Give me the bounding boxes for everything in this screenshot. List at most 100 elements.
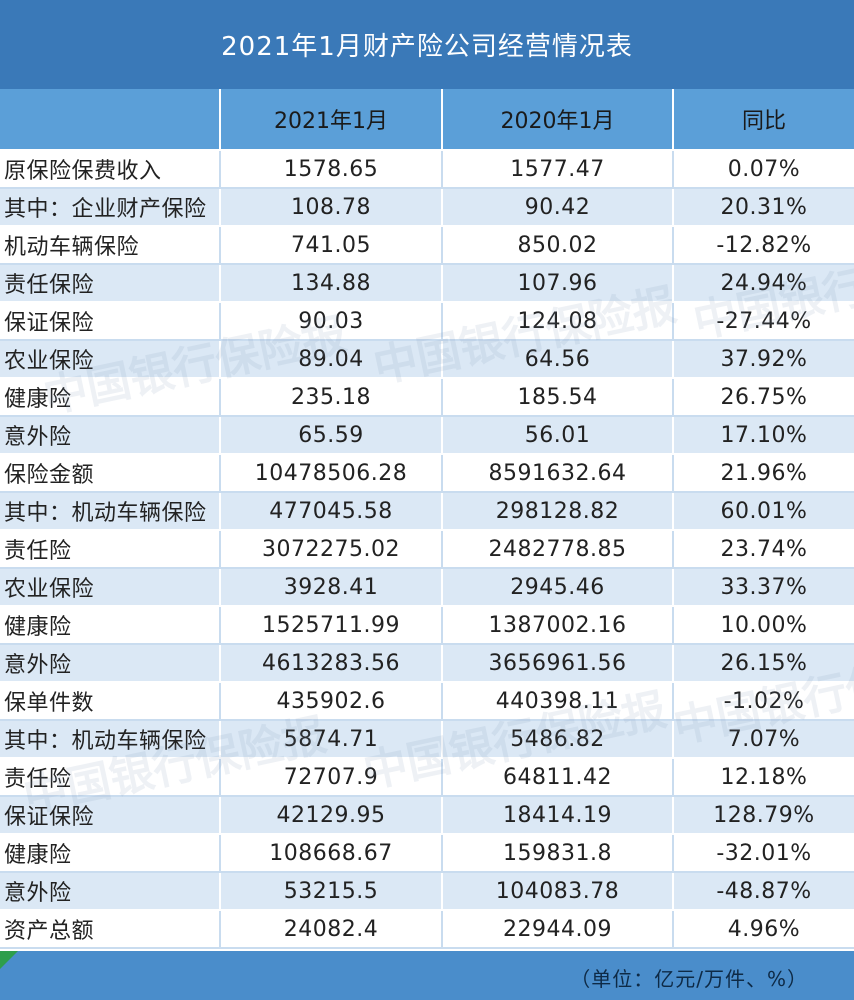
value-2021: 3072275.02: [220, 530, 443, 569]
value-yoy: 17.10%: [673, 416, 854, 455]
table-row: 农业保险 3928.41 2945.46 33.37%: [0, 568, 854, 607]
row-label: 其中：企业财产保险: [0, 188, 221, 227]
value-2021: 42129.95: [220, 796, 443, 835]
value-2021: 24082.4: [220, 910, 443, 949]
value-yoy: 26.15%: [673, 644, 854, 683]
table-body: 原保险保费收入 1578.65 1577.47 0.07% 其中：企业财产保险 108.7…: [0, 150, 854, 949]
value-2020: 2482778.85: [442, 530, 674, 569]
row-label: 保单件数: [0, 682, 221, 721]
value-2020: 850.02: [442, 226, 674, 265]
value-yoy: 7.07%: [673, 720, 854, 759]
table-row: 责任险 3072275.02 2482778.85 23.74%: [0, 530, 854, 569]
value-yoy: 0.07%: [673, 150, 854, 189]
table-row: 健康险 1525711.99 1387002.16 10.00%: [0, 606, 854, 645]
value-yoy: -32.01%: [673, 834, 854, 873]
value-2021: 89.04: [220, 340, 443, 379]
value-yoy: 24.94%: [673, 264, 854, 303]
value-2021: 53215.5: [220, 872, 443, 911]
value-2021: 3928.41: [220, 568, 443, 607]
value-2020: 104083.78: [442, 872, 674, 911]
row-label: 农业保险: [0, 568, 221, 607]
value-2021: 65.59: [220, 416, 443, 455]
value-yoy: 20.31%: [673, 188, 854, 227]
value-2021: 108668.67: [220, 834, 443, 873]
value-2021: 5874.71: [220, 720, 443, 759]
value-yoy: 33.37%: [673, 568, 854, 607]
value-2020: 64811.42: [442, 758, 674, 797]
data-table-container: 2021年1月 2020年1月 同比 原保险保费收入 1578.65 1577.47…: [0, 89, 854, 949]
value-yoy: 4.96%: [673, 910, 854, 949]
header-2020-jan: 2020年1月: [442, 89, 674, 151]
table-row: 意外险 4613283.56 3656961.56 26.15%: [0, 644, 854, 683]
value-2020: 124.08: [442, 302, 674, 341]
row-label: 保险金额: [0, 454, 221, 493]
row-label: 资产总额: [0, 910, 221, 949]
value-2021: 90.03: [220, 302, 443, 341]
header-2021-jan: 2021年1月: [220, 89, 443, 151]
table-row: 农业保险 89.04 64.56 37.92%: [0, 340, 854, 379]
value-2020: 56.01: [442, 416, 674, 455]
row-label: 健康险: [0, 378, 221, 417]
row-label: 其中：机动车辆保险: [0, 492, 221, 531]
table-row: 健康险 235.18 185.54 26.75%: [0, 378, 854, 417]
table-row: 意外险 53215.5 104083.78 -48.87%: [0, 872, 854, 911]
row-label: 责任险: [0, 758, 221, 797]
table-row: 保证保险 42129.95 18414.19 128.79%: [0, 796, 854, 835]
table-row: 责任保险 134.88 107.96 24.94%: [0, 264, 854, 303]
row-label: 保证保险: [0, 796, 221, 835]
value-yoy: 128.79%: [673, 796, 854, 835]
table-row: 其中：企业财产保险 108.78 90.42 20.31%: [0, 188, 854, 227]
table-row: 原保险保费收入 1578.65 1577.47 0.07%: [0, 150, 854, 189]
value-2020: 159831.8: [442, 834, 674, 873]
insurance-stats-table: 2021年1月 2020年1月 同比 原保险保费收入 1578.65 1577.47…: [0, 89, 854, 949]
value-2021: 72707.9: [220, 758, 443, 797]
row-label: 意外险: [0, 872, 221, 911]
row-label: 其中：机动车辆保险: [0, 720, 221, 759]
row-label: 责任保险: [0, 264, 221, 303]
value-2021: 108.78: [220, 188, 443, 227]
value-2021: 1578.65: [220, 150, 443, 189]
value-2020: 5486.82: [442, 720, 674, 759]
table-row: 资产总额 24082.4 22944.09 4.96%: [0, 910, 854, 949]
value-2020: 107.96: [442, 264, 674, 303]
corner-decoration: [0, 951, 18, 969]
value-2020: 18414.19: [442, 796, 674, 835]
value-yoy: 12.18%: [673, 758, 854, 797]
value-2021: 435902.6: [220, 682, 443, 721]
table-title-bar: 2021年1月财产险公司经营情况表: [0, 0, 854, 89]
value-2020: 8591632.64: [442, 454, 674, 493]
row-label: 机动车辆保险: [0, 226, 221, 265]
value-yoy: 37.92%: [673, 340, 854, 379]
row-label: 农业保险: [0, 340, 221, 379]
table-row: 保单件数 435902.6 440398.11 -1.02%: [0, 682, 854, 721]
table-row: 保证保险 90.03 124.08 -27.44%: [0, 302, 854, 341]
value-2021: 134.88: [220, 264, 443, 303]
row-label: 责任险: [0, 530, 221, 569]
value-yoy: -27.44%: [673, 302, 854, 341]
value-2021: 4613283.56: [220, 644, 443, 683]
value-2020: 64.56: [442, 340, 674, 379]
row-label: 保证保险: [0, 302, 221, 341]
unit-note: （单位：亿元/万件、%）: [570, 967, 808, 991]
value-yoy: -48.87%: [673, 872, 854, 911]
table-row: 意外险 65.59 56.01 17.10%: [0, 416, 854, 455]
row-label: 健康险: [0, 834, 221, 873]
value-2020: 3656961.56: [442, 644, 674, 683]
value-2020: 440398.11: [442, 682, 674, 721]
row-label: 意外险: [0, 416, 221, 455]
row-label: 健康险: [0, 606, 221, 645]
value-2021: 10478506.28: [220, 454, 443, 493]
value-2021: 1525711.99: [220, 606, 443, 645]
value-2021: 235.18: [220, 378, 443, 417]
page-title: 2021年1月财产险公司经营情况表: [221, 32, 633, 62]
row-label: 意外险: [0, 644, 221, 683]
value-2021: 741.05: [220, 226, 443, 265]
value-2020: 1577.47: [442, 150, 674, 189]
value-2020: 22944.09: [442, 910, 674, 949]
value-yoy: 10.00%: [673, 606, 854, 645]
value-yoy: 21.96%: [673, 454, 854, 493]
value-yoy: -12.82%: [673, 226, 854, 265]
footer-bar: （单位：亿元/万件、%）: [0, 951, 854, 1000]
header-yoy: 同比: [673, 89, 854, 151]
value-2020: 185.54: [442, 378, 674, 417]
